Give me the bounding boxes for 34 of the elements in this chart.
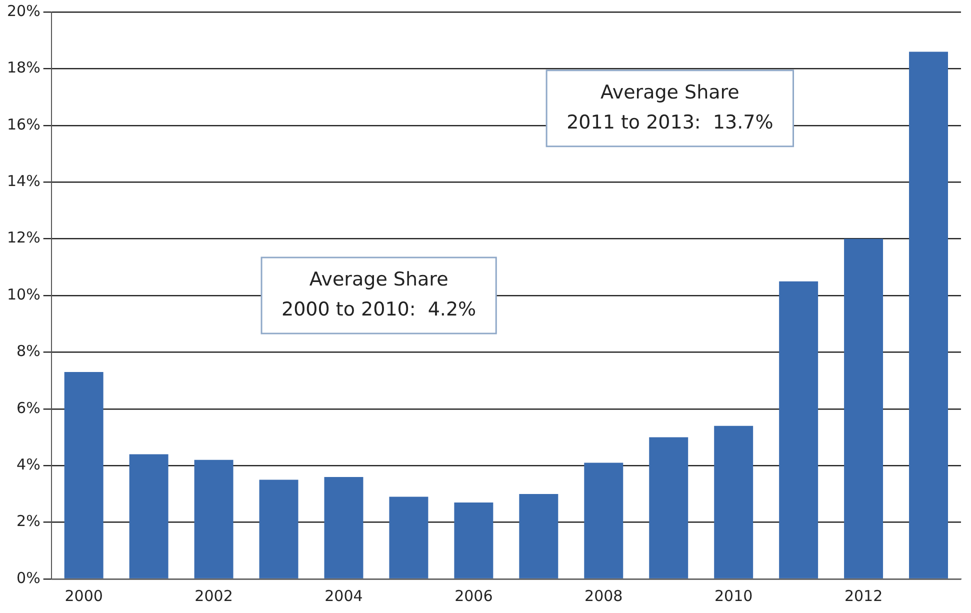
bar [64,372,104,578]
x-tick-label: 2010 [714,586,753,605]
bar [909,52,948,578]
bar [389,496,428,578]
bar [844,238,884,578]
annotation: Average Share 2011 to 2013: 13.7% [566,81,774,134]
y-tick-label: 20% [6,2,40,20]
annotation: Average Share 2000 to 2010: 4.2% [282,268,476,320]
bar [454,502,494,578]
y-tick-label: 4% [16,455,40,474]
y-tick-label: 14% [6,172,40,190]
bar [714,426,754,578]
x-tick-label: 2002 [194,586,233,605]
bar [519,494,558,578]
bar [259,480,298,578]
y-tick-label: 18% [6,58,40,77]
y-tick-label: 10% [6,285,40,304]
bar [129,454,168,578]
y-tick-label: 8% [16,342,40,360]
bar [324,476,364,578]
bar [649,437,688,578]
x-tick-label: 2008 [584,586,623,605]
bar [584,462,624,578]
y-tick-label: 16% [6,115,40,134]
y-tick-label: 6% [16,398,40,417]
y-tick-label: 2% [16,512,40,530]
bar [194,460,234,578]
x-tick-label: 2004 [324,586,363,605]
bar [779,281,818,578]
x-tick-label: 2000 [64,586,103,605]
x-tick-label: 2012 [844,586,883,605]
y-tick-label: 0% [16,568,40,587]
x-tick-label: 2006 [454,586,493,605]
y-tick-label: 12% [6,228,40,247]
